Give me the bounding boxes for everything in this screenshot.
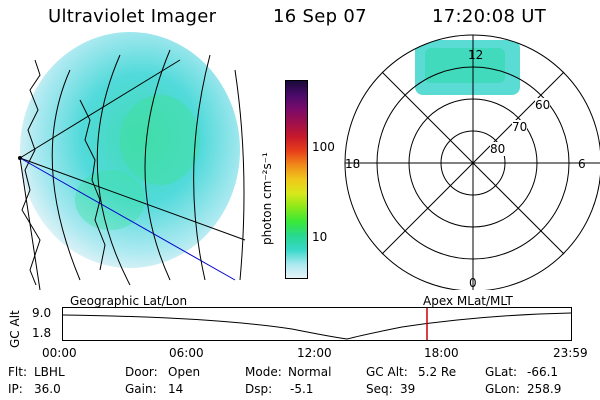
- instrument-title: Ultraviolet Imager: [48, 6, 217, 27]
- altitude-ytick-max: 9.0: [32, 306, 52, 320]
- mlt-label-6: 6: [578, 157, 586, 171]
- time-tick-0600: 06:00: [169, 346, 204, 360]
- polar-plot: [344, 34, 600, 290]
- time-tick-1200: 12:00: [297, 346, 332, 360]
- ip-label: IP:: [8, 382, 23, 396]
- glon-value: 258.9: [527, 382, 562, 396]
- dsp-value: -5.1: [290, 382, 314, 396]
- mlt-label-0: 0: [469, 276, 477, 290]
- mlt-label-18: 18: [345, 157, 361, 171]
- gc-alt-value: 5.2 Re: [418, 365, 457, 379]
- dsp-label: Dsp:: [245, 382, 273, 396]
- gain-label: Gain:: [125, 382, 157, 396]
- colorbar-tick-10: 10: [312, 230, 328, 244]
- seq-label: Seq:: [366, 382, 393, 396]
- apex-label: Apex MLat/MLT: [423, 294, 513, 308]
- mlat-label-70: 70: [512, 120, 528, 134]
- glon-label: GLon:: [485, 382, 520, 396]
- coastline: [21, 59, 106, 286]
- time-tick-1800: 18:00: [424, 346, 459, 360]
- time-tick-0000: 00:00: [42, 346, 77, 360]
- geographic-label: Geographic Lat/Lon: [70, 294, 188, 308]
- mode-value: Normal: [288, 365, 332, 379]
- gain-value: 14: [168, 382, 184, 396]
- geographic-map: [18, 32, 246, 290]
- observation-date: 16 Sep 07: [273, 6, 367, 27]
- mlat-label-60: 60: [535, 98, 551, 112]
- filter-value: LBHL: [34, 365, 65, 379]
- door-label: Door:: [125, 365, 158, 379]
- glat-label: GLat:: [485, 365, 518, 379]
- colorbar: [285, 80, 308, 279]
- colorbar-tick-100: 100: [312, 140, 335, 154]
- door-value: Open: [168, 365, 201, 379]
- altitude-ylabel: GC Alt: [8, 310, 22, 348]
- ip-value: 36.0: [34, 382, 61, 396]
- gc-alt-label: GC Alt:: [366, 365, 408, 379]
- filter-label: Flt:: [8, 365, 27, 379]
- observation-time: 17:20:08 UT: [432, 6, 547, 27]
- mlat-label-80: 80: [490, 142, 506, 156]
- glat-value: -66.1: [527, 365, 559, 379]
- altitude-ytick-min: 1.8: [32, 326, 52, 340]
- colorbar-unit-label: photon cm⁻²s⁻¹: [260, 152, 274, 245]
- mlt-label-12: 12: [468, 48, 484, 62]
- mode-label: Mode:: [245, 365, 282, 379]
- time-tick-2359: 23:59: [553, 346, 588, 360]
- altitude-plot: [62, 307, 572, 341]
- altitude-curve: [62, 312, 572, 340]
- seq-value: 39: [400, 382, 416, 396]
